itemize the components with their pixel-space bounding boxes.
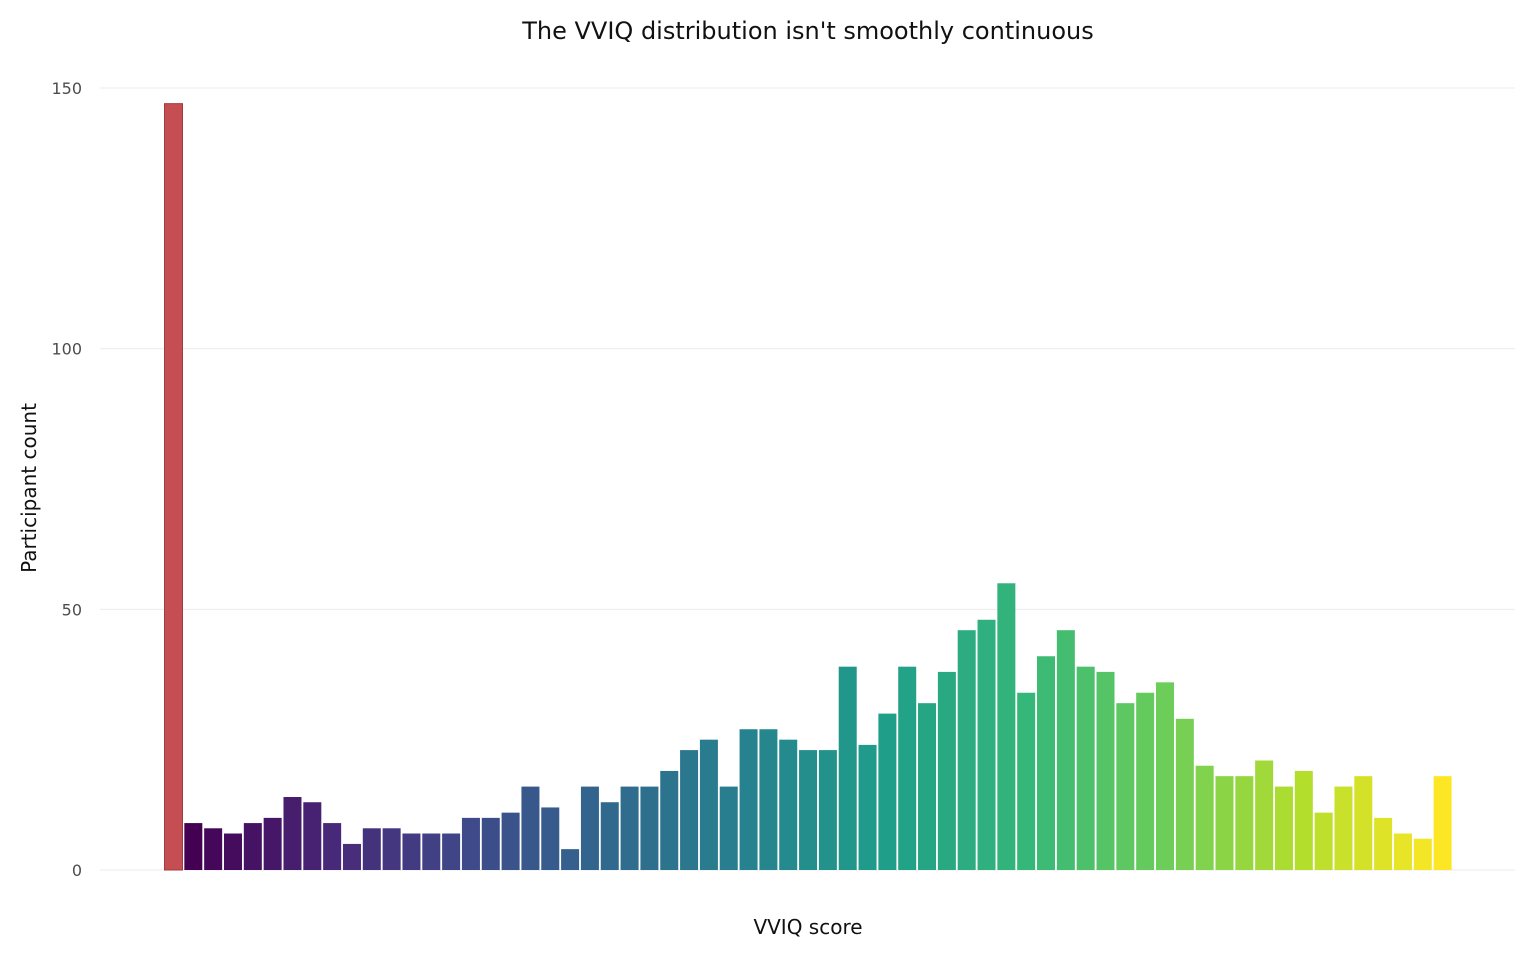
bar xyxy=(799,750,818,870)
bar xyxy=(184,823,203,870)
bar xyxy=(1354,776,1373,870)
bar xyxy=(1195,765,1214,870)
bar xyxy=(283,797,302,870)
bar xyxy=(937,671,956,870)
bar xyxy=(1413,838,1432,870)
bar xyxy=(223,833,242,870)
bar xyxy=(699,739,718,870)
y-tick-label: 0 xyxy=(72,861,82,880)
bars xyxy=(164,103,1452,871)
bar-highlighted xyxy=(164,103,183,871)
bar xyxy=(1076,666,1095,870)
bar xyxy=(1056,630,1075,870)
bar xyxy=(1175,718,1194,870)
bar xyxy=(243,823,262,870)
bar xyxy=(838,666,857,870)
bar xyxy=(818,750,837,870)
bar xyxy=(501,812,520,870)
bar xyxy=(759,729,778,870)
bar xyxy=(204,828,223,870)
bar xyxy=(1274,786,1293,870)
bar xyxy=(1156,682,1174,870)
bar xyxy=(1096,671,1115,870)
bar xyxy=(1393,833,1412,870)
bar xyxy=(680,750,699,870)
bar xyxy=(362,828,381,870)
y-tick-label: 150 xyxy=(51,79,82,98)
y-tick-label: 50 xyxy=(62,600,82,619)
bar xyxy=(977,619,996,870)
bar xyxy=(1116,703,1135,870)
bar xyxy=(997,583,1016,870)
bar xyxy=(858,744,877,870)
bar xyxy=(342,843,361,870)
bar xyxy=(640,786,659,870)
x-axis-label: VVIQ score xyxy=(753,915,862,939)
bar xyxy=(779,739,798,870)
y-axis-ticks: 0 50 100 150 xyxy=(51,79,82,880)
bar xyxy=(481,817,500,870)
bar xyxy=(660,770,679,870)
bar xyxy=(541,807,560,870)
bar xyxy=(1433,776,1452,870)
bar xyxy=(1314,812,1333,870)
bar xyxy=(442,833,461,870)
y-axis-label: Participant count xyxy=(17,403,41,573)
bar xyxy=(719,786,738,870)
bar xyxy=(1215,776,1234,870)
bar xyxy=(382,828,401,870)
bar xyxy=(521,786,540,870)
bar xyxy=(580,786,599,870)
bar xyxy=(898,666,917,870)
bar xyxy=(600,802,619,870)
bar xyxy=(1136,692,1155,870)
bar xyxy=(1374,817,1393,870)
bar xyxy=(1294,770,1313,870)
bar xyxy=(1334,786,1353,870)
bar xyxy=(402,833,421,870)
bar xyxy=(1037,656,1056,870)
bar xyxy=(1235,776,1254,870)
bar xyxy=(957,630,976,870)
bar xyxy=(918,703,937,870)
bar xyxy=(263,817,282,870)
bar xyxy=(561,849,580,870)
bar xyxy=(422,833,441,870)
bar xyxy=(323,823,342,870)
chart-title: The VVIQ distribution isn't smoothly con… xyxy=(521,17,1093,45)
bar xyxy=(620,786,639,870)
bar xyxy=(1017,692,1036,870)
bar xyxy=(461,817,480,870)
y-tick-label: 100 xyxy=(51,340,82,359)
bar xyxy=(1255,760,1274,870)
bar xyxy=(878,713,897,870)
bar xyxy=(303,802,322,870)
bar xyxy=(739,729,758,870)
